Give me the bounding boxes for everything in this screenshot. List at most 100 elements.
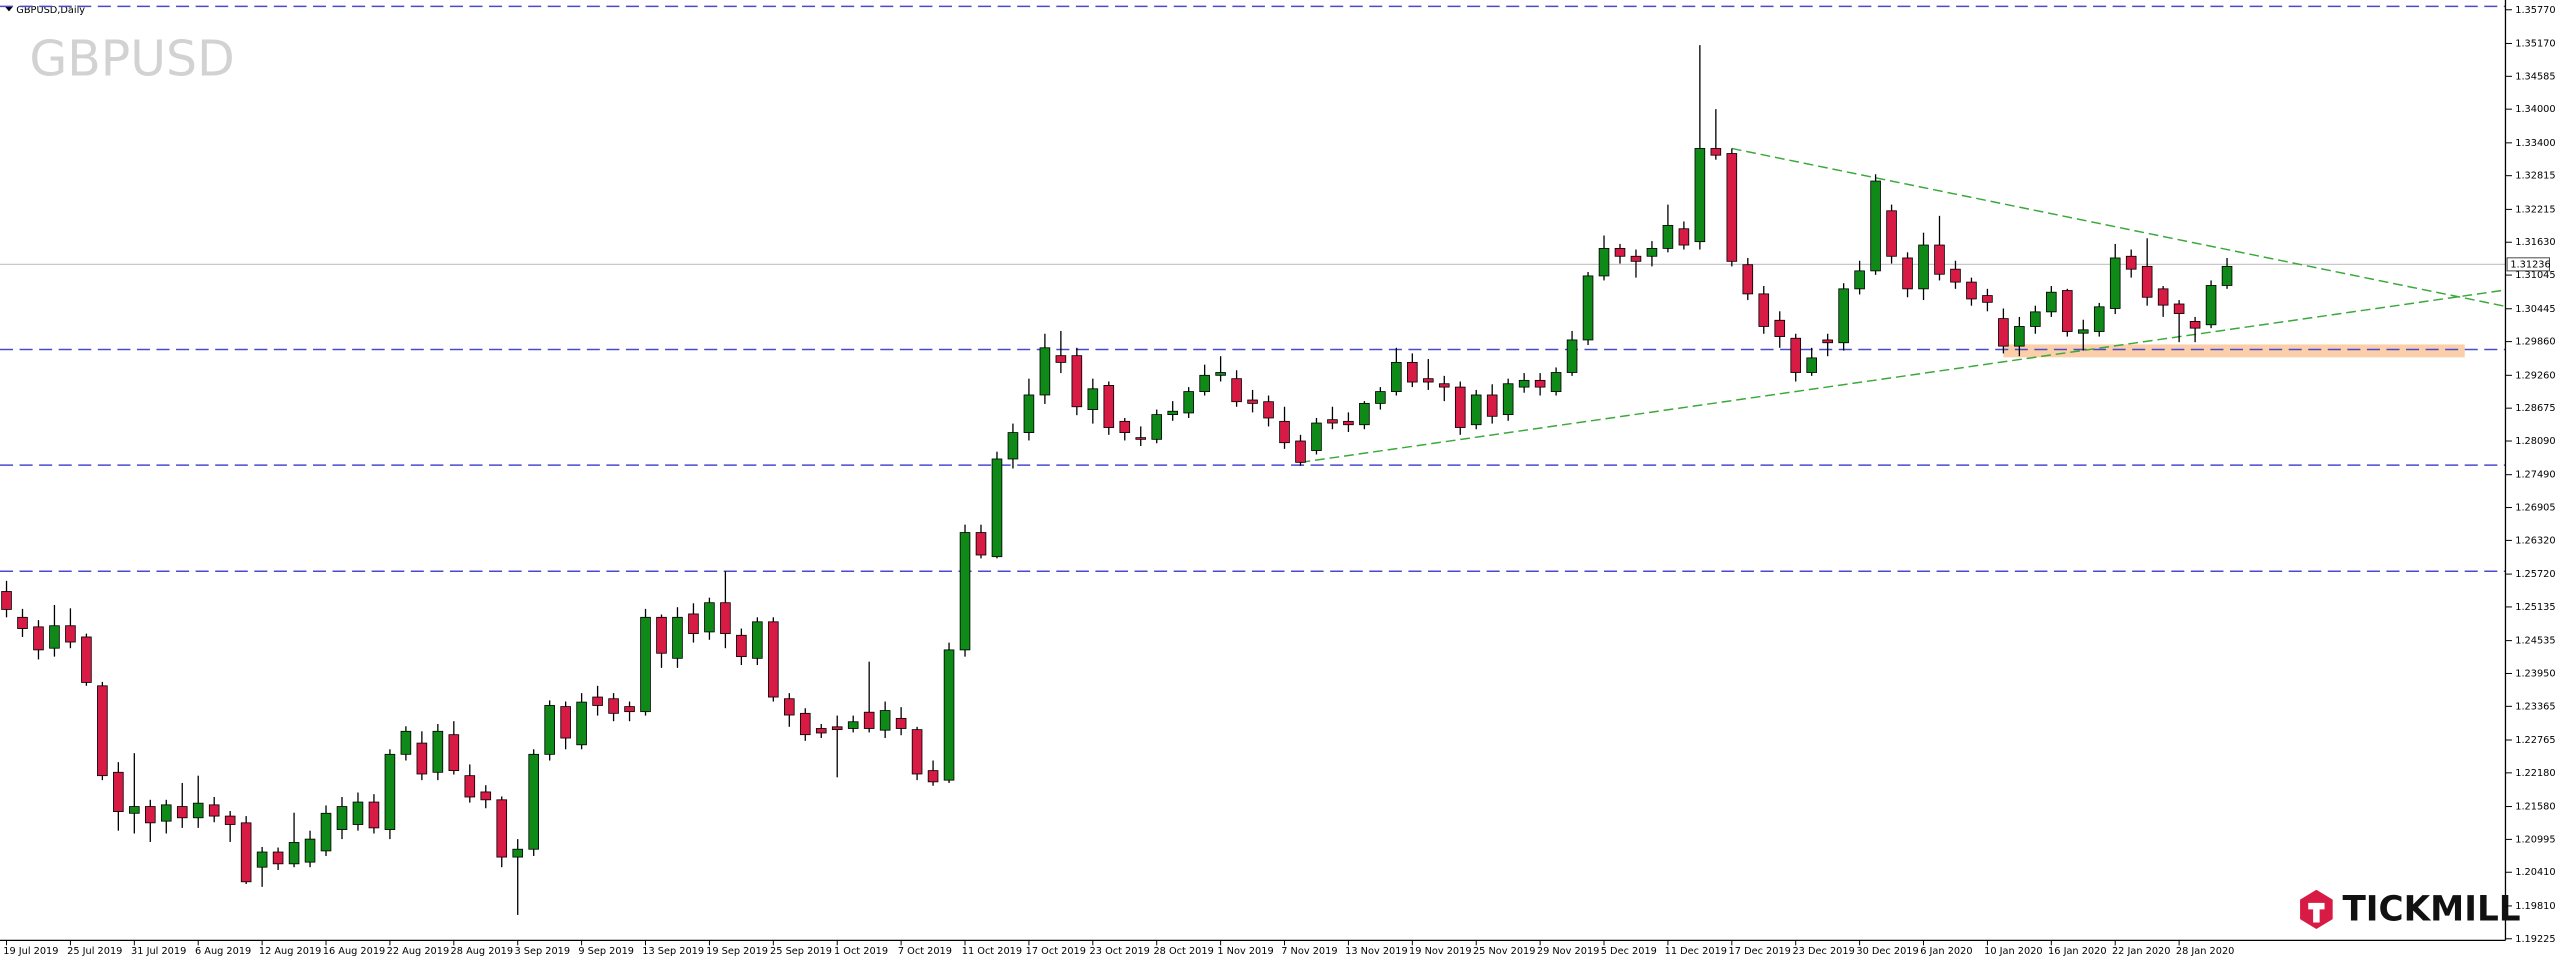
candle-body <box>608 698 619 714</box>
candle-body <box>879 710 891 731</box>
candle-body <box>384 753 396 830</box>
candle-body <box>144 806 156 824</box>
logo: TICKMILL <box>2300 890 2521 930</box>
candle-body <box>416 742 428 775</box>
x-tick-label: 19 Nov 2019 <box>1409 946 1471 957</box>
x-tick-label: 19 Jul 2019 <box>3 946 58 957</box>
candle-body <box>1311 422 1322 451</box>
candle-body <box>783 698 795 716</box>
candle-body <box>2157 288 2169 306</box>
candle-body <box>464 775 476 798</box>
candle-body <box>2125 255 2137 270</box>
candle-body <box>672 616 683 659</box>
candle-body <box>1023 394 1035 433</box>
candle-body <box>1886 210 1897 257</box>
candle-body <box>688 613 699 635</box>
candle-body <box>1183 391 1194 414</box>
candle-body <box>1087 388 1099 410</box>
candle-body <box>1119 420 1131 433</box>
candle-body <box>160 804 172 822</box>
x-tick-label: 11 Oct 2019 <box>962 946 1022 957</box>
candle-body <box>847 721 859 729</box>
y-tick-label: 1.35770 <box>2515 5 2555 16</box>
x-tick-label: 1 Nov 2019 <box>1217 946 1273 957</box>
candle-body <box>1263 401 1274 419</box>
candle-body <box>1854 270 1865 290</box>
x-tick-label: 25 Sep 2019 <box>770 946 832 957</box>
candle-body <box>1534 379 1546 388</box>
candle-body <box>1966 281 1977 300</box>
x-tick-label: 16 Jan 2020 <box>2048 946 2107 957</box>
candle-body <box>65 625 76 643</box>
candle-body <box>1007 432 1019 460</box>
trendline <box>1300 289 2506 464</box>
candle-body <box>176 806 188 819</box>
x-tick-label: 22 Jan 2020 <box>2112 946 2171 957</box>
candle-body <box>496 799 508 858</box>
candle-body <box>97 685 108 777</box>
candle-body <box>1550 372 1562 393</box>
candle-body <box>2173 303 2185 314</box>
x-tick-label: 25 Jul 2019 <box>67 946 122 957</box>
candle-body <box>1438 383 1450 388</box>
candle-body <box>1167 410 1178 416</box>
candle-body <box>1486 394 1498 417</box>
candle-body <box>256 851 268 868</box>
y-tick-label: 1.34000 <box>2515 104 2555 115</box>
x-tick-label: 6 Aug 2019 <box>195 946 251 957</box>
y-tick-label: 1.25720 <box>2515 569 2555 580</box>
x-tick-label: 10 Jan 2020 <box>1984 946 2043 957</box>
candle-body <box>1407 361 1418 383</box>
x-tick-label: 13 Sep 2019 <box>642 946 704 957</box>
candle-body <box>1950 268 1961 283</box>
candle-body <box>480 791 492 801</box>
candle-body <box>768 621 779 698</box>
y-tick-label: 1.23365 <box>2515 701 2555 712</box>
candle-body <box>224 815 236 825</box>
candle-body <box>1055 355 1067 363</box>
candle-body <box>2014 326 2025 347</box>
candle-body <box>576 701 587 746</box>
last-price-label: 1.31236 <box>2510 259 2550 270</box>
candle-body <box>656 616 667 654</box>
watermark-title: GBPUSD <box>29 31 234 88</box>
candle-body <box>1375 391 1386 404</box>
candle-body <box>1710 148 1722 156</box>
candle-body <box>1279 420 1290 444</box>
candle-body <box>1199 374 1210 393</box>
candle-body <box>959 532 971 651</box>
x-tick-label: 13 Nov 2019 <box>1345 946 1407 957</box>
candle-body <box>2141 265 2153 298</box>
candle-body <box>1295 440 1306 463</box>
y-tick-label: 1.30445 <box>2515 304 2555 315</box>
candle-body <box>1806 357 1817 373</box>
candle-body <box>113 771 124 813</box>
y-tick-label: 1.23950 <box>2515 668 2555 679</box>
x-tick-label: 3 Sep 2019 <box>514 946 570 957</box>
candle-body <box>799 712 811 736</box>
candle-body <box>1502 383 1514 416</box>
candle-body <box>512 848 524 858</box>
candle-body <box>1982 295 1993 303</box>
x-tick-label: 1 Oct 2019 <box>834 946 888 957</box>
x-tick-label: 16 Aug 2019 <box>323 946 386 957</box>
candle-body <box>1039 347 1051 396</box>
candle-body <box>1454 386 1466 428</box>
x-tick-label: 25 Nov 2019 <box>1473 946 1535 957</box>
candle-body <box>17 616 28 629</box>
y-tick-label: 1.19225 <box>2515 934 2555 945</box>
candle-body <box>1215 372 1226 376</box>
y-tick-label: 1.32815 <box>2515 171 2555 182</box>
candle-body <box>1662 224 1674 249</box>
y-tick-label: 1.20995 <box>2515 834 2555 845</box>
x-tick-label: 29 Nov 2019 <box>1537 946 1599 957</box>
y-tick-label: 1.29260 <box>2515 370 2555 381</box>
candle-body <box>720 602 731 635</box>
plot-area <box>0 5 2506 915</box>
candle-body <box>1918 244 1929 290</box>
x-tick-label: 31 Jul 2019 <box>131 946 186 957</box>
candle-body <box>304 838 316 863</box>
candle-body <box>1694 148 1706 243</box>
candle-body <box>1870 180 1881 272</box>
